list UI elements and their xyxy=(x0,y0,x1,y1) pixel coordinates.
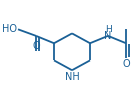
Text: H: H xyxy=(105,25,111,34)
Text: HO: HO xyxy=(2,24,17,34)
Text: O: O xyxy=(122,59,130,69)
Text: N: N xyxy=(104,31,112,41)
Text: O: O xyxy=(32,41,40,51)
Text: NH: NH xyxy=(65,72,79,82)
